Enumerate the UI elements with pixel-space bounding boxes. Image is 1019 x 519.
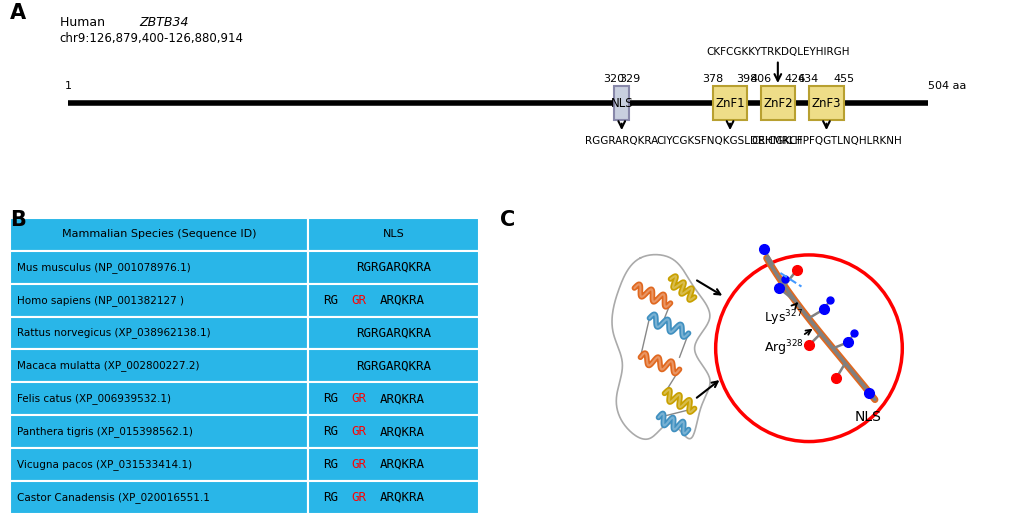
Text: Mus musculus (NP_001078976.1): Mus musculus (NP_001078976.1) — [17, 262, 191, 273]
Text: ZnF2: ZnF2 — [762, 97, 792, 110]
Text: Felis catus (XP_006939532.1): Felis catus (XP_006939532.1) — [17, 393, 171, 404]
Bar — [10, 251, 308, 284]
Text: 434: 434 — [797, 74, 818, 84]
Text: RG: RG — [323, 458, 338, 471]
Text: ZnF1: ZnF1 — [714, 97, 744, 110]
Bar — [760, 87, 794, 120]
Text: 329: 329 — [619, 74, 639, 84]
Bar — [712, 87, 746, 120]
Bar — [308, 481, 479, 514]
Bar — [613, 87, 629, 120]
Text: B: B — [10, 210, 26, 230]
Text: ARQKRA: ARQKRA — [379, 392, 424, 405]
Text: 398: 398 — [736, 74, 757, 84]
Text: ZnF3: ZnF3 — [811, 97, 841, 110]
Text: RGRGARQKRA: RGRGARQKRA — [356, 261, 431, 274]
Text: CKFCGKKYTRKDQLEYHIRGH: CKFCGKKYTRKDQLEYHIRGH — [705, 47, 849, 57]
Text: RG: RG — [323, 294, 338, 307]
Bar — [308, 218, 479, 251]
Text: RGRGARQKRA: RGRGARQKRA — [356, 326, 431, 339]
Text: ARQKRA: ARQKRA — [379, 425, 424, 438]
Text: Rattus norvegicus (XP_038962138.1): Rattus norvegicus (XP_038962138.1) — [17, 327, 211, 338]
Text: 406: 406 — [749, 74, 770, 84]
Text: ZBTB34: ZBTB34 — [140, 16, 190, 29]
Text: NLS: NLS — [382, 229, 405, 239]
Text: NLS: NLS — [609, 97, 633, 110]
Text: CIYCGKSFNQKGSLDRHMRLH: CIYCGKSFNQKGSLDRHMRLH — [656, 136, 802, 146]
Text: Panthera tigris (XP_015398562.1): Panthera tigris (XP_015398562.1) — [17, 426, 193, 437]
Text: 426: 426 — [784, 74, 805, 84]
Bar — [10, 383, 308, 415]
Bar — [308, 284, 479, 317]
Text: GR: GR — [352, 425, 366, 438]
Text: CEICGKCFPFQGTLNQHLRKNH: CEICGKCFPFQGTLNQHLRKNH — [750, 136, 901, 146]
Bar — [10, 349, 308, 383]
Bar — [10, 415, 308, 448]
Text: chr9:126,879,400-126,880,914: chr9:126,879,400-126,880,914 — [59, 32, 244, 45]
Text: RG: RG — [323, 425, 338, 438]
Text: Lys$^{327}$: Lys$^{327}$ — [763, 303, 802, 328]
Text: 1: 1 — [64, 80, 71, 91]
Text: GR: GR — [352, 392, 366, 405]
Text: RGRGARQKRA: RGRGARQKRA — [356, 359, 431, 373]
Text: C: C — [499, 210, 515, 230]
Text: Vicugna pacos (XP_031533414.1): Vicugna pacos (XP_031533414.1) — [17, 459, 193, 470]
Bar — [308, 415, 479, 448]
Text: Macaca mulatta (XP_002800227.2): Macaca mulatta (XP_002800227.2) — [17, 360, 200, 372]
Bar — [10, 448, 308, 481]
Text: Arg$^{328}$: Arg$^{328}$ — [763, 330, 810, 358]
Text: 320: 320 — [603, 74, 624, 84]
Bar — [10, 218, 308, 251]
Text: ARQKRA: ARQKRA — [379, 458, 424, 471]
Bar — [10, 481, 308, 514]
Bar — [10, 284, 308, 317]
Text: Mammalian Species (Sequence ID): Mammalian Species (Sequence ID) — [62, 229, 256, 239]
Text: 378: 378 — [702, 74, 722, 84]
Text: Castor Canadensis (XP_020016551.1: Castor Canadensis (XP_020016551.1 — [17, 492, 210, 503]
Text: RG: RG — [323, 491, 338, 504]
Text: Human: Human — [59, 16, 108, 29]
Text: RG: RG — [323, 392, 338, 405]
Text: ARQKRA: ARQKRA — [379, 294, 424, 307]
Bar — [308, 349, 479, 383]
Text: ARQKRA: ARQKRA — [379, 491, 424, 504]
Bar — [808, 87, 844, 120]
Bar — [308, 317, 479, 349]
Text: A: A — [10, 3, 26, 23]
Bar — [10, 317, 308, 349]
Text: 455: 455 — [833, 74, 854, 84]
Text: RGGRARQKRA: RGGRARQKRA — [585, 136, 657, 146]
Bar — [308, 383, 479, 415]
Bar — [308, 251, 479, 284]
Text: GR: GR — [352, 458, 366, 471]
Text: NLS: NLS — [854, 411, 880, 425]
Text: GR: GR — [352, 294, 366, 307]
Text: 504 aa: 504 aa — [927, 80, 965, 91]
Bar — [308, 448, 479, 481]
Text: GR: GR — [352, 491, 366, 504]
Text: Homo sapiens (NP_001382127 ): Homo sapiens (NP_001382127 ) — [17, 295, 184, 306]
